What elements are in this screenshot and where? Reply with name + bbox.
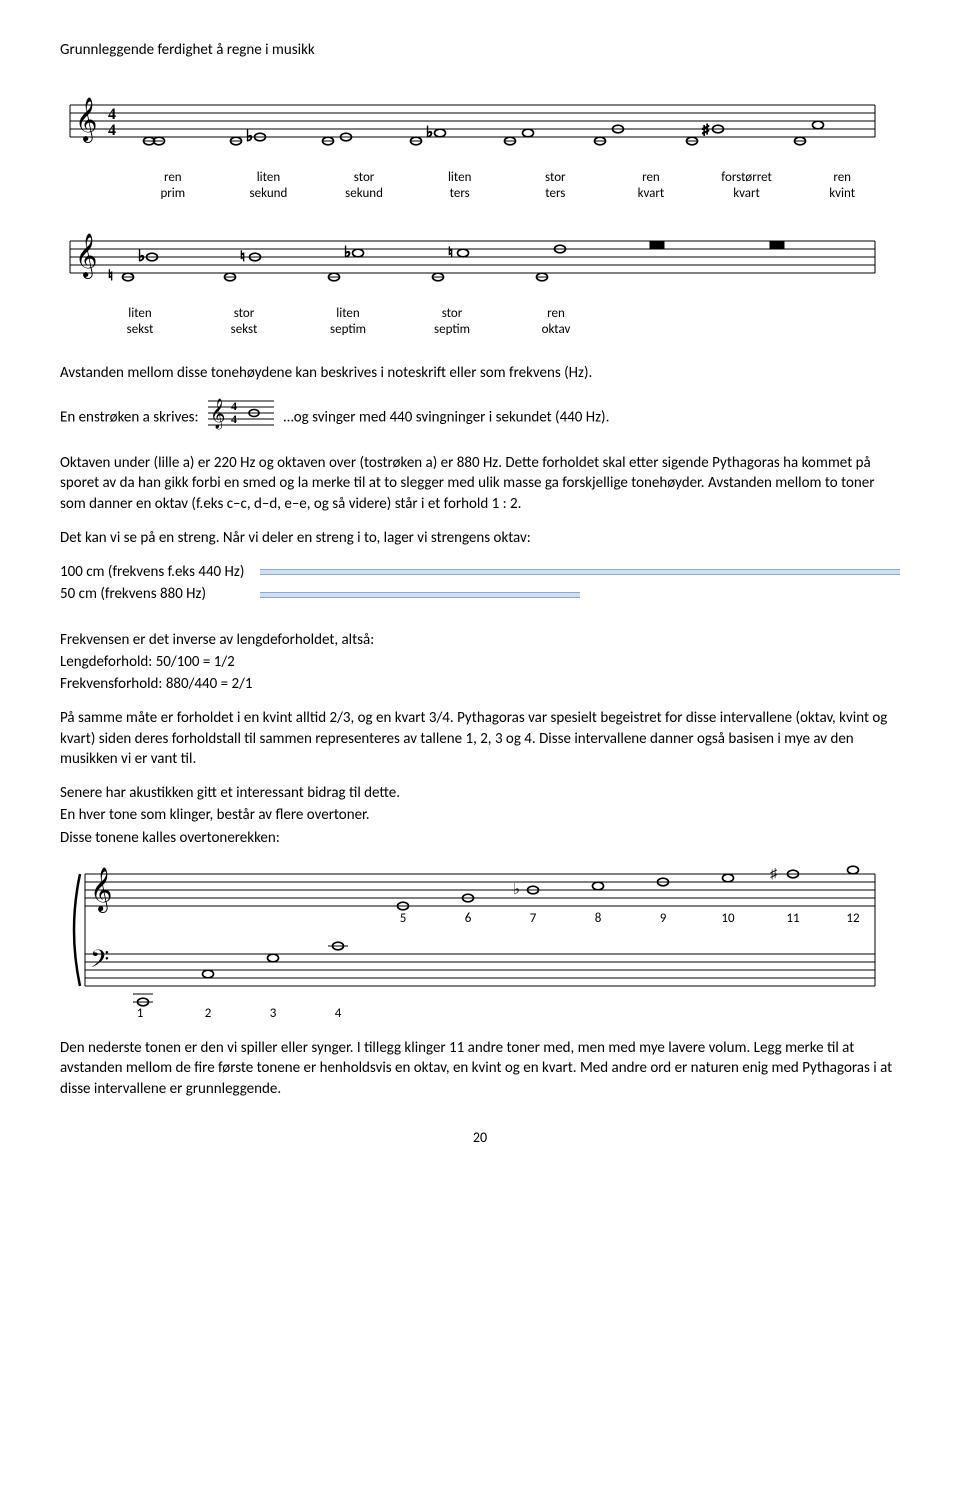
label: stor xyxy=(442,306,463,321)
svg-text:5: 5 xyxy=(400,911,407,926)
svg-text:♮: ♮ xyxy=(108,267,113,284)
svg-text:12: 12 xyxy=(846,911,860,926)
svg-text:9: 9 xyxy=(660,911,667,926)
label: forstørret xyxy=(721,170,772,185)
string-bar-1 xyxy=(260,569,900,575)
para2-post: …og svinger med 440 svingninger i sekund… xyxy=(283,409,609,427)
svg-text:♯: ♯ xyxy=(770,865,778,882)
page-number: 20 xyxy=(60,1129,900,1148)
music-staff-intervals-2: 𝄞 ♮ ♭ ♮ ♭ ♮ xyxy=(60,226,900,296)
svg-text:11: 11 xyxy=(786,911,799,926)
label: liten xyxy=(336,306,359,321)
paragraph-2: En enstrøken a skrives: 𝄞 4 4 …og svinge… xyxy=(60,397,900,439)
svg-text:𝄞: 𝄞 xyxy=(210,398,225,430)
svg-text:4: 4 xyxy=(231,412,237,426)
interval-labels-row-2: litensekst storsekst litenseptim storsep… xyxy=(60,306,608,337)
svg-text:4: 4 xyxy=(335,1006,342,1021)
para2-pre: En enstrøken a skrives: xyxy=(60,409,199,427)
paragraph-8: Den nederste tonen er den vi spiller ell… xyxy=(60,1038,900,1099)
label: septim xyxy=(330,322,366,337)
svg-text:♭: ♭ xyxy=(426,124,433,142)
svg-text:𝄞: 𝄞 xyxy=(90,868,112,913)
label: ren xyxy=(833,170,851,185)
svg-text:10: 10 xyxy=(721,911,735,926)
svg-text:𝄢: 𝄢 xyxy=(90,946,109,979)
label: oktav xyxy=(542,322,571,337)
string-label-1: 100 cm (frekvens f.eks 440 Hz) xyxy=(60,562,260,582)
svg-text:♯: ♯ xyxy=(702,121,710,138)
music-staff-intervals-1: 𝄞 4 4 ♭ ♭ xyxy=(60,90,900,160)
svg-text:♭: ♭ xyxy=(138,248,145,266)
string-label-2: 50 cm (frekvens 880 Hz) xyxy=(60,584,260,604)
svg-text:♮: ♮ xyxy=(448,244,453,261)
string-bar-2 xyxy=(260,592,580,598)
svg-text:4: 4 xyxy=(108,106,116,123)
label: kvint xyxy=(829,186,855,201)
paragraph-4: Det kan vi se på en streng. Når vi deler… xyxy=(60,528,900,548)
svg-text:♭: ♭ xyxy=(344,244,351,262)
label: prim xyxy=(160,186,185,201)
paragraph-5: Frekvensen er det inverse av lengdeforho… xyxy=(60,630,900,650)
label: ters xyxy=(545,186,565,201)
paragraph-7c: Disse tonene kalles overtonerekken: xyxy=(60,828,900,848)
svg-text:𝄞: 𝄞 xyxy=(75,98,97,143)
label: septim xyxy=(434,322,470,337)
svg-text:♭: ♭ xyxy=(246,128,253,146)
label: stor xyxy=(354,170,375,185)
paragraph-7: Senere har akustikken gitt et interessan… xyxy=(60,783,900,803)
label: ren xyxy=(547,306,565,321)
page-header: Grunnleggende ferdighet å regne i musikk xyxy=(60,40,900,60)
label: sekst xyxy=(231,322,258,337)
svg-text:♭: ♭ xyxy=(513,881,520,899)
label: sekund xyxy=(250,186,288,201)
overtone-grand-staff: 𝄞 𝄢 ♭ ♯ 1 2 3 4 xyxy=(60,862,900,1028)
paragraph-5c: Frekvensforhold: 880/440 = 2/1 xyxy=(60,674,900,694)
label: sekst xyxy=(127,322,154,337)
label: ters xyxy=(450,186,470,201)
svg-text:𝄞: 𝄞 xyxy=(75,234,97,279)
label: liten xyxy=(128,306,151,321)
label: kvart xyxy=(733,186,760,201)
paragraph-1: Avstanden mellom disse tonehøydene kan b… xyxy=(60,363,900,383)
label: kvart xyxy=(638,186,665,201)
paragraph-7b: En hver tone som klinger, består av fler… xyxy=(60,805,900,825)
interval-labels-row-1: renprim litensekund storsekund litenters… xyxy=(60,170,900,201)
paragraph-6: På samme måte er forholdet i en kvint al… xyxy=(60,708,900,769)
svg-text:6: 6 xyxy=(465,911,472,926)
string-diagram: 100 cm (frekvens f.eks 440 Hz) 50 cm (fr… xyxy=(60,562,900,605)
svg-text:♮: ♮ xyxy=(240,248,245,265)
svg-text:8: 8 xyxy=(595,911,602,926)
paragraph-3: Oktaven under (lille a) er 220 Hz og okt… xyxy=(60,453,900,514)
label: ren xyxy=(164,170,182,185)
svg-text:4: 4 xyxy=(231,399,237,413)
svg-text:2: 2 xyxy=(205,1006,212,1021)
label: liten xyxy=(257,170,280,185)
paragraph-5b: Lengdeforhold: 50/100 = 1/2 xyxy=(60,652,900,672)
label: stor xyxy=(545,170,566,185)
label: sekund xyxy=(345,186,383,201)
svg-text:7: 7 xyxy=(530,911,537,926)
svg-text:1: 1 xyxy=(137,1006,144,1021)
svg-text:3: 3 xyxy=(270,1006,277,1021)
label: ren xyxy=(642,170,660,185)
label: stor xyxy=(234,306,255,321)
label: liten xyxy=(448,170,471,185)
inline-staff-a: 𝄞 4 4 xyxy=(206,397,276,439)
svg-text:4: 4 xyxy=(108,122,116,139)
